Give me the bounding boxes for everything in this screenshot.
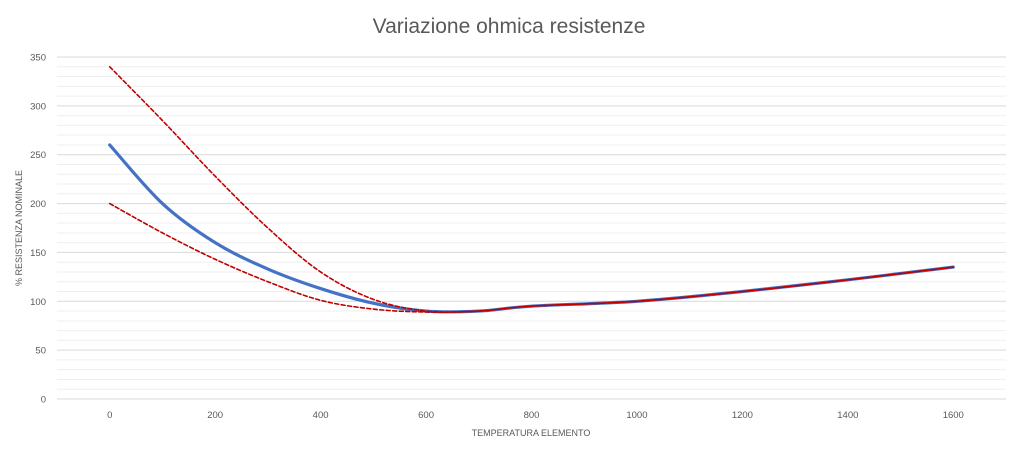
grid	[57, 56, 1006, 400]
x-tick-label: 1200	[732, 410, 753, 421]
series-line-dashed	[108, 65, 955, 313]
x-tick-label: 0	[107, 410, 112, 421]
y-tick-label: 0	[41, 395, 46, 406]
x-tick-label: 200	[207, 410, 223, 421]
x-tick-label: 600	[418, 410, 434, 421]
y-axis-label: % RESISTENZA NOMINALE	[14, 170, 24, 286]
x-tick-label: 1000	[626, 410, 647, 421]
series-line-solid	[108, 143, 955, 314]
y-tick-label: 250	[30, 150, 46, 161]
y-tick-label: 350	[30, 53, 46, 64]
chart-title: Variazione ohmica resistenze	[373, 15, 646, 38]
x-axis-label: TEMPERATURA ELEMENTO	[472, 428, 591, 438]
y-tick-label: 300	[30, 101, 46, 112]
y-tick-label: 150	[30, 248, 46, 259]
y-tick-label: 200	[30, 199, 46, 210]
x-tick-label: 1400	[837, 410, 858, 421]
x-tick-label: 800	[524, 410, 540, 421]
y-axis-ticks: 0 50 100 150 200 250 300 350	[30, 53, 46, 406]
x-tick-label: 1600	[943, 410, 964, 421]
y-tick-label: 100	[30, 297, 46, 308]
y-tick-label: 50	[35, 346, 46, 357]
series-group	[108, 65, 955, 314]
x-tick-label: 400	[313, 410, 329, 421]
x-axis-ticks: 0 200 400 600 800 1000 1200 1400 1600	[107, 410, 964, 421]
series-line-dashed	[108, 202, 955, 313]
